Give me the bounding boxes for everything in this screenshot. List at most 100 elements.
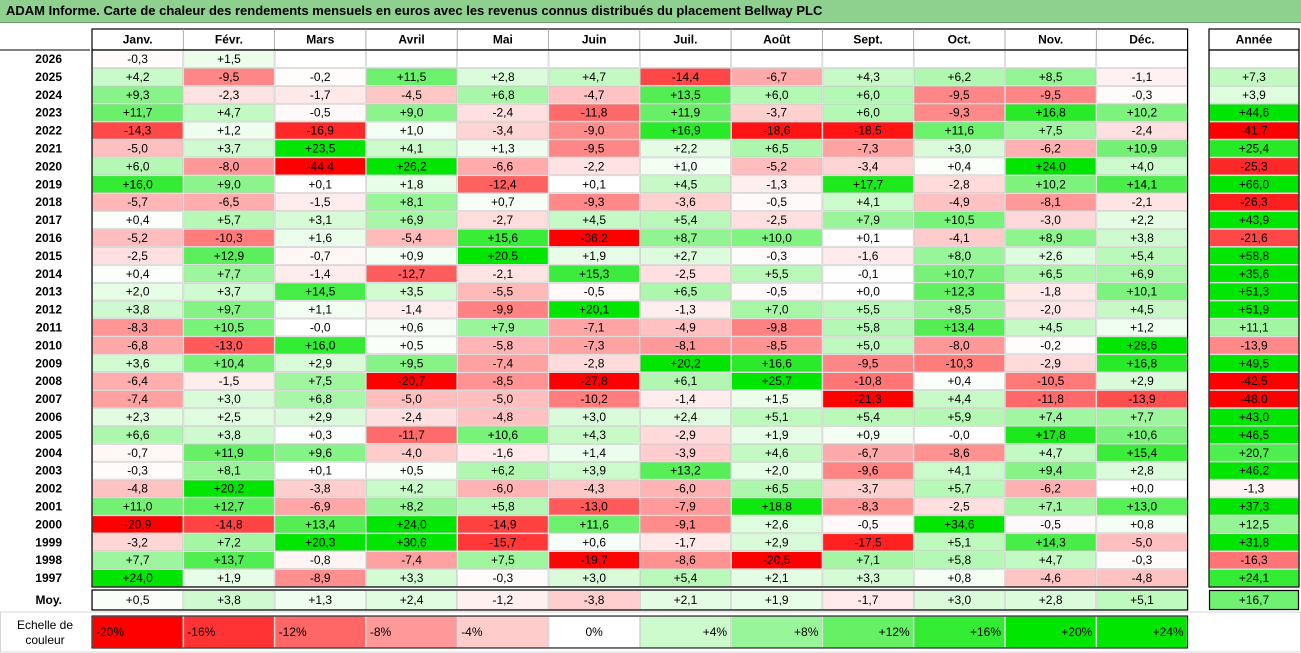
heatmap-cell <box>913 211 1005 229</box>
heatmap-cell <box>639 175 731 194</box>
heatmap-cell <box>457 211 549 229</box>
cell-value: +8,1 <box>400 195 424 209</box>
heatmap-cell <box>731 372 823 390</box>
heatmap-cell <box>731 103 823 122</box>
heatmap-cell <box>822 390 914 408</box>
cell-value: +4,7 <box>217 106 241 120</box>
heatmap-cell <box>639 426 731 444</box>
month-header: Août <box>763 33 790 47</box>
cell-value: +10,6 <box>488 428 519 442</box>
cell-value: -10,8 <box>854 374 882 388</box>
cell-value: -9,5 <box>1040 88 1061 102</box>
year-label: 1999 <box>35 535 62 549</box>
month-header: Nov. <box>1038 33 1063 47</box>
heatmap-cell <box>913 390 1005 408</box>
cell-value: -2,8 <box>949 177 970 191</box>
cell-value: +18,8 <box>762 499 793 513</box>
heatmap-cell <box>731 318 823 337</box>
heatmap-cell <box>822 426 914 444</box>
cell-value: +3,8 <box>1130 231 1154 245</box>
heatmap-cell <box>913 157 1005 176</box>
annual-value: -16,3 <box>1240 553 1268 567</box>
month-header: Juil. <box>673 33 697 47</box>
cell-value: -4,9 <box>949 195 970 209</box>
cell-value: -13,0 <box>215 338 243 352</box>
heatmap-cell <box>274 121 366 140</box>
heatmap-cell <box>913 479 1005 498</box>
cell-value: +10,0 <box>762 231 793 245</box>
cell-value: +1,5 <box>765 392 789 406</box>
cell-value: -4,7 <box>584 88 605 102</box>
cell-value: +9,6 <box>308 446 332 460</box>
cell-value: +3,5 <box>400 285 424 299</box>
year-label: 2020 <box>35 159 62 173</box>
heatmap-cell <box>457 426 549 444</box>
heatmap-cell <box>274 50 366 68</box>
heatmap-cell <box>457 103 549 122</box>
cell-value: +4,4 <box>947 392 971 406</box>
cell-value: +10,2 <box>1035 177 1066 191</box>
cell-value: -21,3 <box>854 392 882 406</box>
heatmap-cell <box>366 247 457 265</box>
heatmap-cell <box>822 229 914 247</box>
cell-value: -7,1 <box>584 320 605 334</box>
cell-value: -8,6 <box>949 446 970 460</box>
cell-value: -1,6 <box>858 249 879 263</box>
cell-value: -20,7 <box>398 374 426 388</box>
cell-value: -11,8 <box>581 106 608 120</box>
cell-value: -44,4 <box>307 159 335 173</box>
cell-value: +6,5 <box>674 285 698 299</box>
heatmap-cell <box>731 443 823 462</box>
heatmap-cell <box>639 372 731 390</box>
cell-value: -2,4 <box>1132 124 1153 138</box>
heatmap-cell <box>1005 354 1097 372</box>
heatmap-cell <box>639 354 731 372</box>
heatmap-cell <box>274 354 366 372</box>
cell-value: -5,0 <box>1132 535 1153 549</box>
cell-value: +17,7 <box>853 177 884 191</box>
cell-value: +8,9 <box>1039 231 1063 245</box>
year-label: 2017 <box>35 213 62 227</box>
heatmap-cell <box>822 264 914 283</box>
heatmap-cell <box>913 354 1005 372</box>
heatmap-cell <box>274 515 366 534</box>
cell-value: -0,1 <box>858 267 879 281</box>
heatmap-cell <box>274 461 366 480</box>
cell-value: +0,7 <box>491 195 515 209</box>
heatmap-cell <box>183 139 275 158</box>
cell-value: +4,0 <box>1130 159 1154 173</box>
cell-value: -4,8 <box>1132 571 1153 585</box>
heatmap-cell <box>366 193 457 211</box>
cell-value: +8,7 <box>674 231 698 245</box>
average-value: -3,8 <box>584 593 605 607</box>
heatmap-cell <box>183 372 275 390</box>
cell-value: -14,9 <box>489 517 517 531</box>
heatmap-cell <box>1005 264 1097 283</box>
cell-value: +11,5 <box>397 70 427 84</box>
cell-value: +4,5 <box>1039 320 1063 334</box>
cell-value: +6,6 <box>126 428 150 442</box>
cell-value: -1,8 <box>1040 285 1061 299</box>
cell-value: -20,5 <box>763 553 791 567</box>
heatmap-cell <box>639 121 731 140</box>
heatmap-cell <box>822 479 914 498</box>
cell-value: -15,7 <box>489 535 517 549</box>
average-value: +2,8 <box>1039 593 1063 607</box>
heatmap-cell <box>366 50 457 68</box>
heatmap-cell <box>274 300 366 319</box>
cell-value: +7,5 <box>308 374 332 388</box>
heatmap-cell <box>366 103 457 122</box>
month-header: Mars <box>306 33 334 47</box>
year-label: 2022 <box>35 124 62 138</box>
heatmap-cell <box>548 497 640 516</box>
color-scale-swatch <box>274 616 366 648</box>
grid-frame <box>91 49 1189 588</box>
year-label: 2016 <box>35 231 62 245</box>
heatmap-cell <box>548 264 640 283</box>
heatmap-cell <box>183 211 275 229</box>
heatmap-cell <box>183 390 275 408</box>
heatmap-cell <box>183 229 275 247</box>
cell-value: +4,2 <box>126 70 150 84</box>
heatmap-cell <box>457 390 549 408</box>
heatmap-cell <box>822 461 914 480</box>
